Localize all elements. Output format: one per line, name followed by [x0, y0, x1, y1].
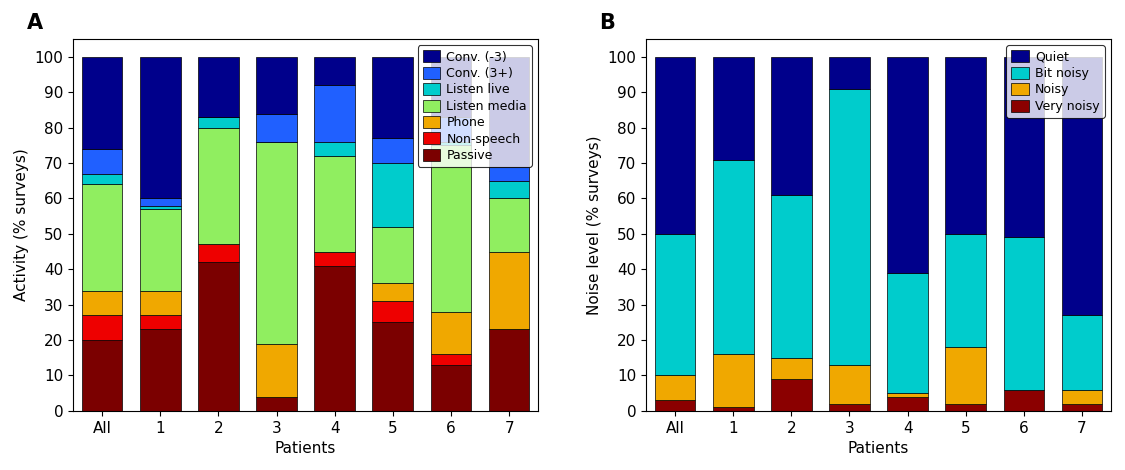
Bar — [82, 149, 123, 174]
Bar — [82, 290, 123, 315]
Bar — [771, 195, 811, 358]
Bar — [82, 315, 123, 340]
Bar — [140, 198, 181, 205]
Bar — [1062, 390, 1102, 404]
Bar — [256, 114, 297, 142]
Bar — [488, 181, 530, 198]
Bar — [314, 85, 356, 142]
Bar — [431, 57, 471, 117]
Bar — [140, 205, 181, 209]
Bar — [140, 329, 181, 411]
Bar — [1062, 57, 1102, 315]
Bar — [372, 163, 413, 227]
Bar — [655, 376, 695, 400]
Y-axis label: Noise level (% surveys): Noise level (% surveys) — [587, 135, 602, 315]
Bar — [488, 329, 530, 411]
Bar — [140, 57, 181, 198]
Bar — [713, 159, 754, 354]
Bar — [488, 167, 530, 181]
Legend: Quiet, Bit noisy, Noisy, Very noisy: Quiet, Bit noisy, Noisy, Very noisy — [1007, 46, 1105, 118]
Bar — [829, 404, 870, 411]
Bar — [198, 244, 238, 262]
Y-axis label: Activity (% surveys): Activity (% surveys) — [14, 149, 29, 301]
Bar — [1062, 404, 1102, 411]
Text: B: B — [600, 13, 615, 33]
Bar — [771, 379, 811, 411]
Bar — [945, 234, 987, 347]
Bar — [655, 400, 695, 411]
Bar — [431, 354, 471, 365]
Bar — [82, 174, 123, 184]
Bar — [140, 315, 181, 329]
Bar — [256, 397, 297, 411]
Bar — [713, 407, 754, 411]
Bar — [1004, 237, 1044, 390]
Bar — [198, 262, 238, 411]
Bar — [140, 290, 181, 315]
Legend: Conv. (-3), Conv. (3+), Listen live, Listen media, Phone, Non-speech, Passive: Conv. (-3), Conv. (3+), Listen live, Lis… — [417, 46, 532, 167]
Bar — [488, 57, 530, 167]
Bar — [829, 89, 870, 365]
Bar — [372, 138, 413, 163]
Bar — [888, 393, 928, 397]
Bar — [945, 57, 987, 234]
Bar — [372, 301, 413, 322]
Bar — [945, 347, 987, 404]
Bar — [82, 57, 123, 149]
Bar — [198, 117, 238, 128]
Bar — [314, 57, 356, 85]
Bar — [431, 145, 471, 312]
X-axis label: Patients: Patients — [274, 441, 336, 456]
X-axis label: Patients: Patients — [848, 441, 909, 456]
Bar — [945, 404, 987, 411]
Bar — [140, 209, 181, 290]
Bar — [888, 273, 928, 393]
Bar — [198, 57, 238, 117]
Bar — [372, 322, 413, 411]
Bar — [1004, 57, 1044, 237]
Bar — [198, 128, 238, 244]
Bar — [829, 365, 870, 404]
Bar — [1004, 390, 1044, 411]
Bar — [488, 198, 530, 251]
Bar — [314, 251, 356, 266]
Bar — [256, 344, 297, 397]
Bar — [829, 57, 870, 89]
Bar — [372, 227, 413, 283]
Bar — [372, 57, 413, 138]
Bar — [655, 234, 695, 376]
Bar — [888, 57, 928, 273]
Bar — [372, 283, 413, 301]
Bar — [655, 57, 695, 234]
Bar — [1062, 315, 1102, 390]
Text: A: A — [27, 13, 43, 33]
Bar — [488, 251, 530, 329]
Bar — [713, 354, 754, 407]
Bar — [771, 57, 811, 195]
Bar — [82, 340, 123, 411]
Bar — [431, 142, 471, 145]
Bar — [431, 312, 471, 354]
Bar — [256, 57, 297, 114]
Bar — [82, 184, 123, 290]
Bar — [431, 365, 471, 411]
Bar — [314, 266, 356, 411]
Bar — [256, 142, 297, 344]
Bar — [713, 57, 754, 159]
Bar — [771, 358, 811, 379]
Bar — [888, 397, 928, 411]
Bar — [314, 156, 356, 251]
Bar — [431, 117, 471, 142]
Bar — [314, 142, 356, 156]
